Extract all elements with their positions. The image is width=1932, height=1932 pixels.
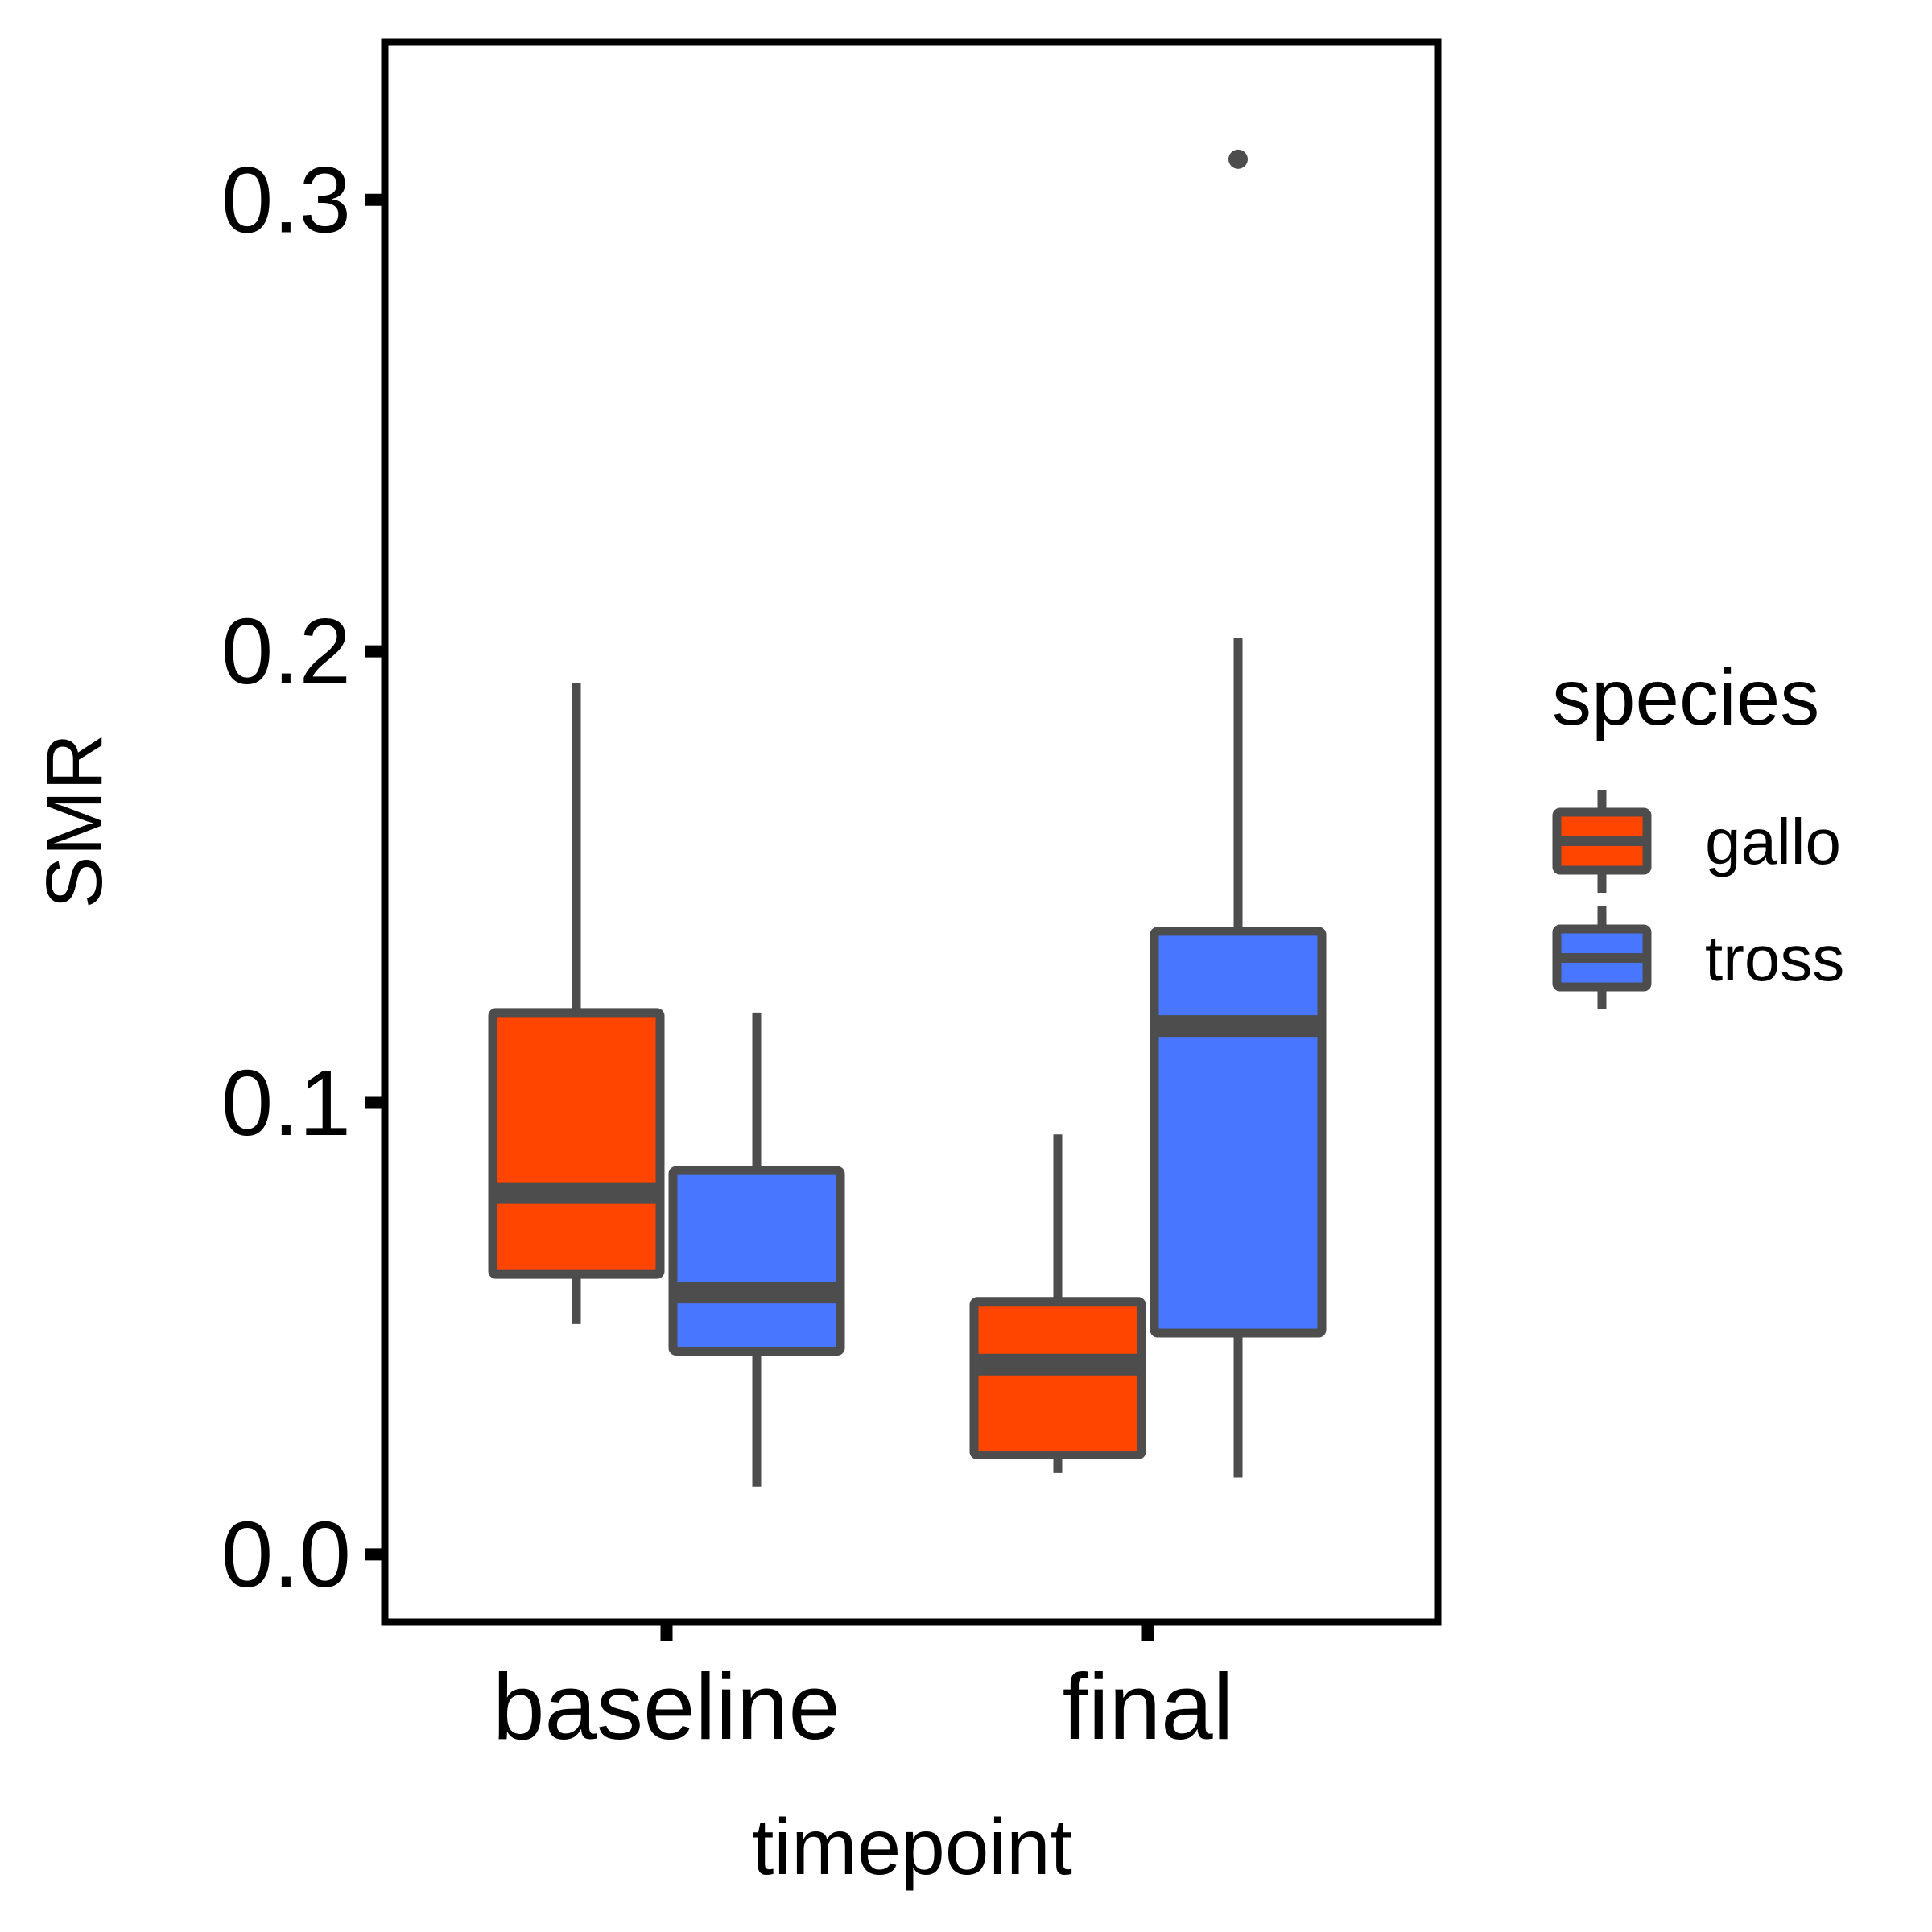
legend-key-gallo — [1552, 790, 1652, 893]
axes: 0.0 0.1 0.2 0.3 baseline final — [221, 38, 1442, 1759]
legend: species gallo tross — [1552, 653, 1844, 1009]
legend-label-gallo: gallo — [1705, 806, 1841, 877]
y-tick-label: 0.2 — [221, 599, 351, 704]
box-body — [488, 1008, 665, 1279]
box-body — [668, 1166, 845, 1356]
panel-border — [381, 38, 1442, 1626]
y-tick-label: 0.1 — [221, 1051, 351, 1155]
plot-area — [488, 149, 1327, 1487]
x-tick-label: final — [1063, 1654, 1234, 1759]
box-gallo-final — [969, 1134, 1146, 1473]
y-tick-label: 0.3 — [221, 147, 351, 252]
x-tick-label: baseline — [493, 1654, 840, 1759]
legend-label-tross: tross — [1705, 923, 1844, 994]
box-tross-final — [1150, 149, 1327, 1478]
y-axis-title: SMR — [30, 733, 118, 909]
outlier-point — [1228, 149, 1248, 169]
box-tross-baseline — [668, 1012, 845, 1487]
y-tick-label: 0.0 — [221, 1502, 351, 1607]
box-gallo-baseline — [488, 683, 665, 1324]
box-body — [969, 1297, 1146, 1459]
legend-key-tross — [1552, 906, 1652, 1009]
x-axis-title: timepoint — [752, 1802, 1072, 1891]
box-body — [1150, 927, 1327, 1338]
legend-title: species — [1552, 653, 1819, 741]
